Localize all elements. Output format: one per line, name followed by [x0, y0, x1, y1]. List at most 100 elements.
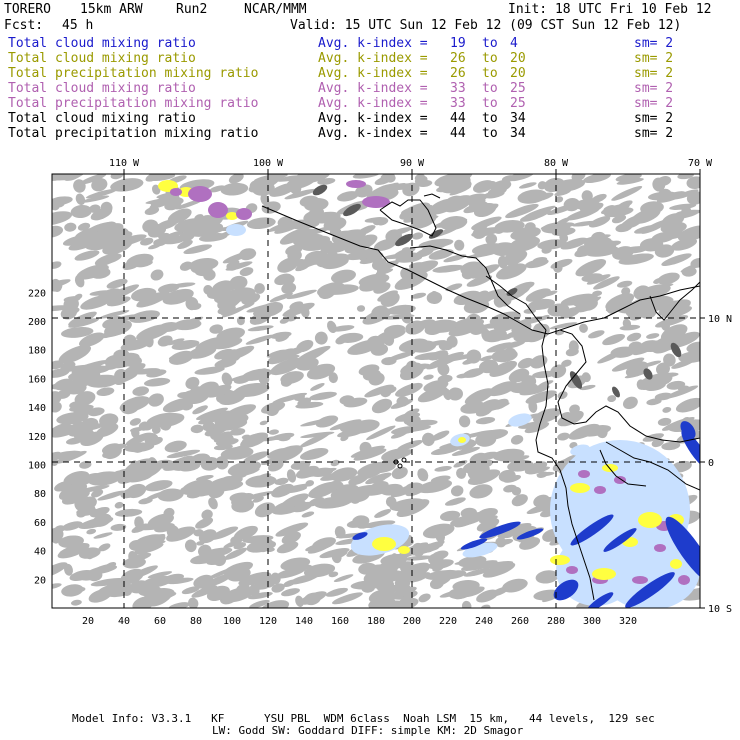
- gray-cloud-cell: [302, 564, 313, 570]
- gray-cloud-cell: [353, 448, 387, 461]
- gray-cloud-cell: [266, 547, 275, 552]
- gray-cloud-cell: [374, 509, 392, 518]
- gray-cloud-cell: [80, 174, 107, 185]
- gray-cloud-cell: [677, 385, 690, 392]
- gray-cloud-cell: [120, 568, 144, 585]
- gray-cloud-cell: [574, 300, 595, 313]
- x-tick-label: 220: [439, 616, 457, 627]
- legend-row: Total precipitation mixing ratio Avg. k-i…: [6, 66, 734, 81]
- x-tick-label: 140: [295, 616, 313, 627]
- legend-from: 44: [450, 126, 466, 141]
- dark-cloud-cell: [395, 233, 413, 247]
- gray-cloud-cell: [99, 310, 130, 319]
- purple-cell: [346, 180, 366, 188]
- legend-from: 26: [450, 51, 466, 66]
- gray-cloud-cell: [137, 540, 166, 546]
- y-tick-label: 80: [34, 489, 46, 500]
- gray-cloud-cell: [560, 293, 595, 306]
- gray-cloud-cell: [224, 547, 248, 560]
- init-time: Init: 18 UTC Fri 10 Feb 12: [508, 2, 712, 17]
- purple-cell: [614, 476, 626, 484]
- blue-cell: [586, 592, 614, 608]
- gray-cloud-cell: [220, 182, 249, 196]
- gray-cloud-cell: [261, 401, 286, 414]
- gray-cloud-cell: [309, 391, 337, 401]
- gray-cloud-cell: [168, 353, 186, 360]
- yellow-cell: [670, 559, 682, 569]
- gray-cloud-cell: [90, 578, 126, 587]
- gray-cloud-cell: [58, 548, 76, 558]
- gray-cloud-cell: [52, 196, 73, 206]
- gray-cloud-cell: [592, 290, 603, 297]
- gray-cloud-cell: [446, 335, 458, 348]
- gray-cloud-cell: [325, 587, 348, 597]
- gray-cloud-cell: [387, 561, 415, 569]
- gray-cloud-cell: [149, 436, 163, 446]
- gray-cloud-cell: [470, 264, 500, 279]
- gray-cloud-cell: [94, 563, 113, 571]
- gray-cloud-cell: [444, 179, 454, 186]
- gray-cloud-cell: [671, 358, 696, 369]
- gray-cloud-cell: [646, 398, 662, 406]
- gray-cloud-cell: [603, 240, 617, 252]
- purple-cell: [594, 486, 606, 494]
- gray-cloud-cell: [73, 586, 86, 593]
- gray-cloud-cell: [496, 263, 527, 280]
- gray-cloud-cell: [70, 599, 82, 606]
- gray-cloud-cell: [206, 555, 227, 566]
- gray-cloud-cell: [52, 360, 64, 369]
- gray-cloud-cell: [167, 208, 192, 224]
- y-tick-label: 220: [28, 288, 46, 299]
- gray-cloud-cell: [258, 373, 270, 385]
- gray-cloud-cell: [502, 249, 528, 266]
- gray-cloud-cell: [284, 188, 317, 200]
- gray-cloud-cell: [52, 583, 62, 590]
- gray-cloud-cell: [151, 425, 161, 434]
- gray-cloud-cell: [299, 195, 320, 208]
- gray-cloud-cell: [372, 570, 406, 583]
- gray-cloud-cell: [252, 181, 275, 196]
- gray-cloud-cell: [52, 279, 71, 290]
- gray-cloud-cell: [466, 275, 493, 287]
- gray-cloud-cell: [434, 218, 468, 228]
- gray-cloud-cell: [568, 340, 579, 353]
- x-tick-label: 240: [475, 616, 493, 627]
- gray-cloud-cell: [653, 278, 663, 284]
- legend-avg-label: Avg. k-index =: [318, 66, 428, 81]
- blue-cell: [665, 516, 700, 584]
- gray-cloud-cell: [294, 259, 307, 267]
- gray-cloud-cell: [603, 205, 615, 212]
- gray-cloud-cell: [243, 451, 269, 463]
- x-tick-label: 40: [118, 616, 130, 627]
- valid-time: Valid: 15 UTC Sun 12 Feb 12 (09 CST Sun …: [290, 18, 682, 33]
- gray-cloud-cell: [395, 254, 423, 263]
- legend-to-word: to: [482, 81, 498, 96]
- gray-cloud-cell: [420, 340, 446, 348]
- gray-cloud-cell: [255, 474, 271, 482]
- gray-cloud-cell: [166, 338, 185, 346]
- gray-cloud-cell: [267, 447, 290, 460]
- gray-cloud-cell: [269, 292, 293, 303]
- gray-cloud-cell: [430, 445, 460, 456]
- gray-cloud-cell: [670, 238, 698, 251]
- y-tick-label: 120: [28, 432, 46, 443]
- gray-cloud-cell: [616, 280, 633, 288]
- gray-cloud-cell: [114, 508, 143, 517]
- gray-cloud-cell: [333, 574, 354, 582]
- gray-cloud-cell: [138, 497, 153, 505]
- gray-cloud-cell: [267, 348, 297, 365]
- gray-cloud-cell: [247, 325, 274, 332]
- purple-cell: [632, 576, 648, 584]
- gray-cloud-cell: [73, 179, 86, 193]
- gray-cloud-cell: [458, 555, 487, 568]
- legend-field: Total precipitation mixing ratio: [8, 126, 259, 141]
- gray-cloud-cell: [58, 482, 88, 501]
- gray-cloud-cell: [462, 358, 477, 365]
- gray-cloud-cell: [301, 511, 315, 518]
- gray-cloud-cell: [114, 501, 124, 509]
- gray-cloud-cell: [480, 429, 509, 441]
- gray-cloud-cell: [518, 182, 537, 189]
- gray-cloud-cell: [190, 424, 204, 434]
- legend-sm: sm= 2: [634, 66, 674, 81]
- gray-cloud-cell: [352, 174, 381, 179]
